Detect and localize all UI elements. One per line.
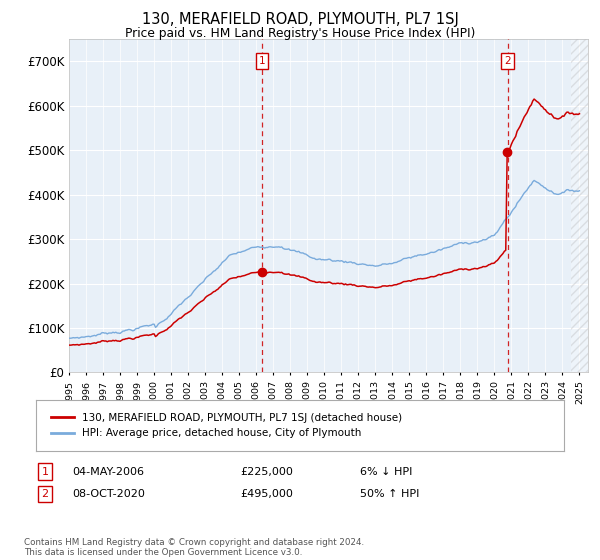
- Text: Contains HM Land Registry data © Crown copyright and database right 2024.
This d: Contains HM Land Registry data © Crown c…: [24, 538, 364, 557]
- Text: 08-OCT-2020: 08-OCT-2020: [72, 489, 145, 499]
- Text: 1: 1: [41, 466, 49, 477]
- Text: £225,000: £225,000: [240, 466, 293, 477]
- Text: 2: 2: [41, 489, 49, 499]
- Text: Price paid vs. HM Land Registry's House Price Index (HPI): Price paid vs. HM Land Registry's House …: [125, 27, 475, 40]
- Bar: [571, 39, 588, 372]
- Text: 50% ↑ HPI: 50% ↑ HPI: [360, 489, 419, 499]
- Text: 04-MAY-2006: 04-MAY-2006: [72, 466, 144, 477]
- Text: £495,000: £495,000: [240, 489, 293, 499]
- Text: 6% ↓ HPI: 6% ↓ HPI: [360, 466, 412, 477]
- Text: 2: 2: [504, 56, 511, 66]
- Text: 130, MERAFIELD ROAD, PLYMOUTH, PL7 1SJ: 130, MERAFIELD ROAD, PLYMOUTH, PL7 1SJ: [142, 12, 458, 27]
- Legend: 130, MERAFIELD ROAD, PLYMOUTH, PL7 1SJ (detached house), HPI: Average price, det: 130, MERAFIELD ROAD, PLYMOUTH, PL7 1SJ (…: [46, 409, 406, 442]
- Text: 1: 1: [259, 56, 265, 66]
